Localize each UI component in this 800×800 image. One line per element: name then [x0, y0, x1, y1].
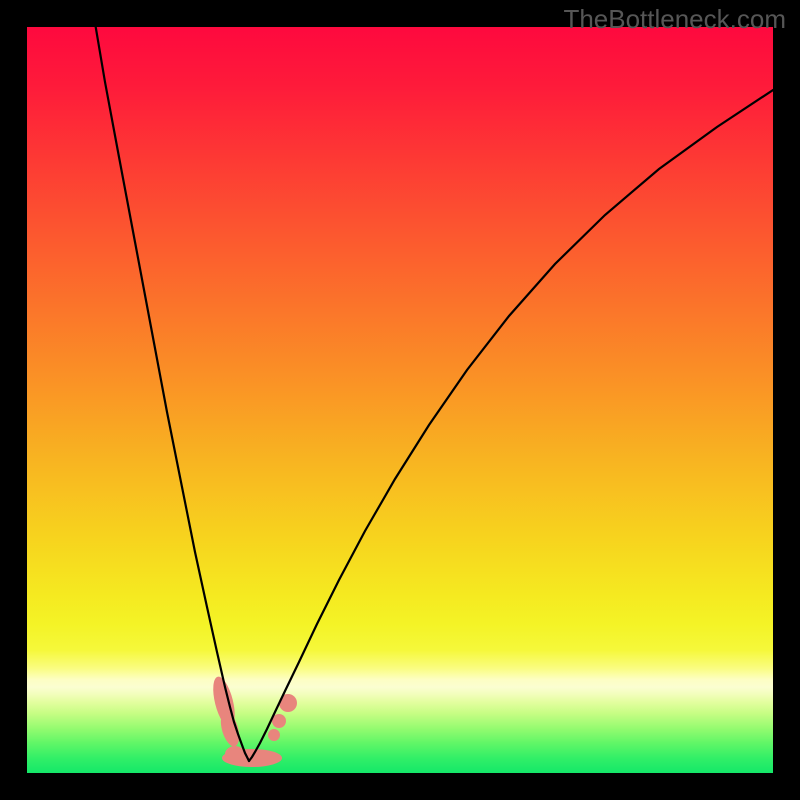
curve-right-branch: [249, 90, 773, 761]
watermark-text: TheBottleneck.com: [563, 4, 786, 35]
marker-blob: [268, 729, 280, 741]
curve-layer: [27, 27, 773, 773]
plot-area: [27, 27, 773, 773]
chart-container: TheBottleneck.com: [0, 0, 800, 800]
curve-left-branch: [94, 27, 249, 761]
marker-cluster: [209, 675, 297, 767]
marker-blob: [225, 746, 245, 762]
